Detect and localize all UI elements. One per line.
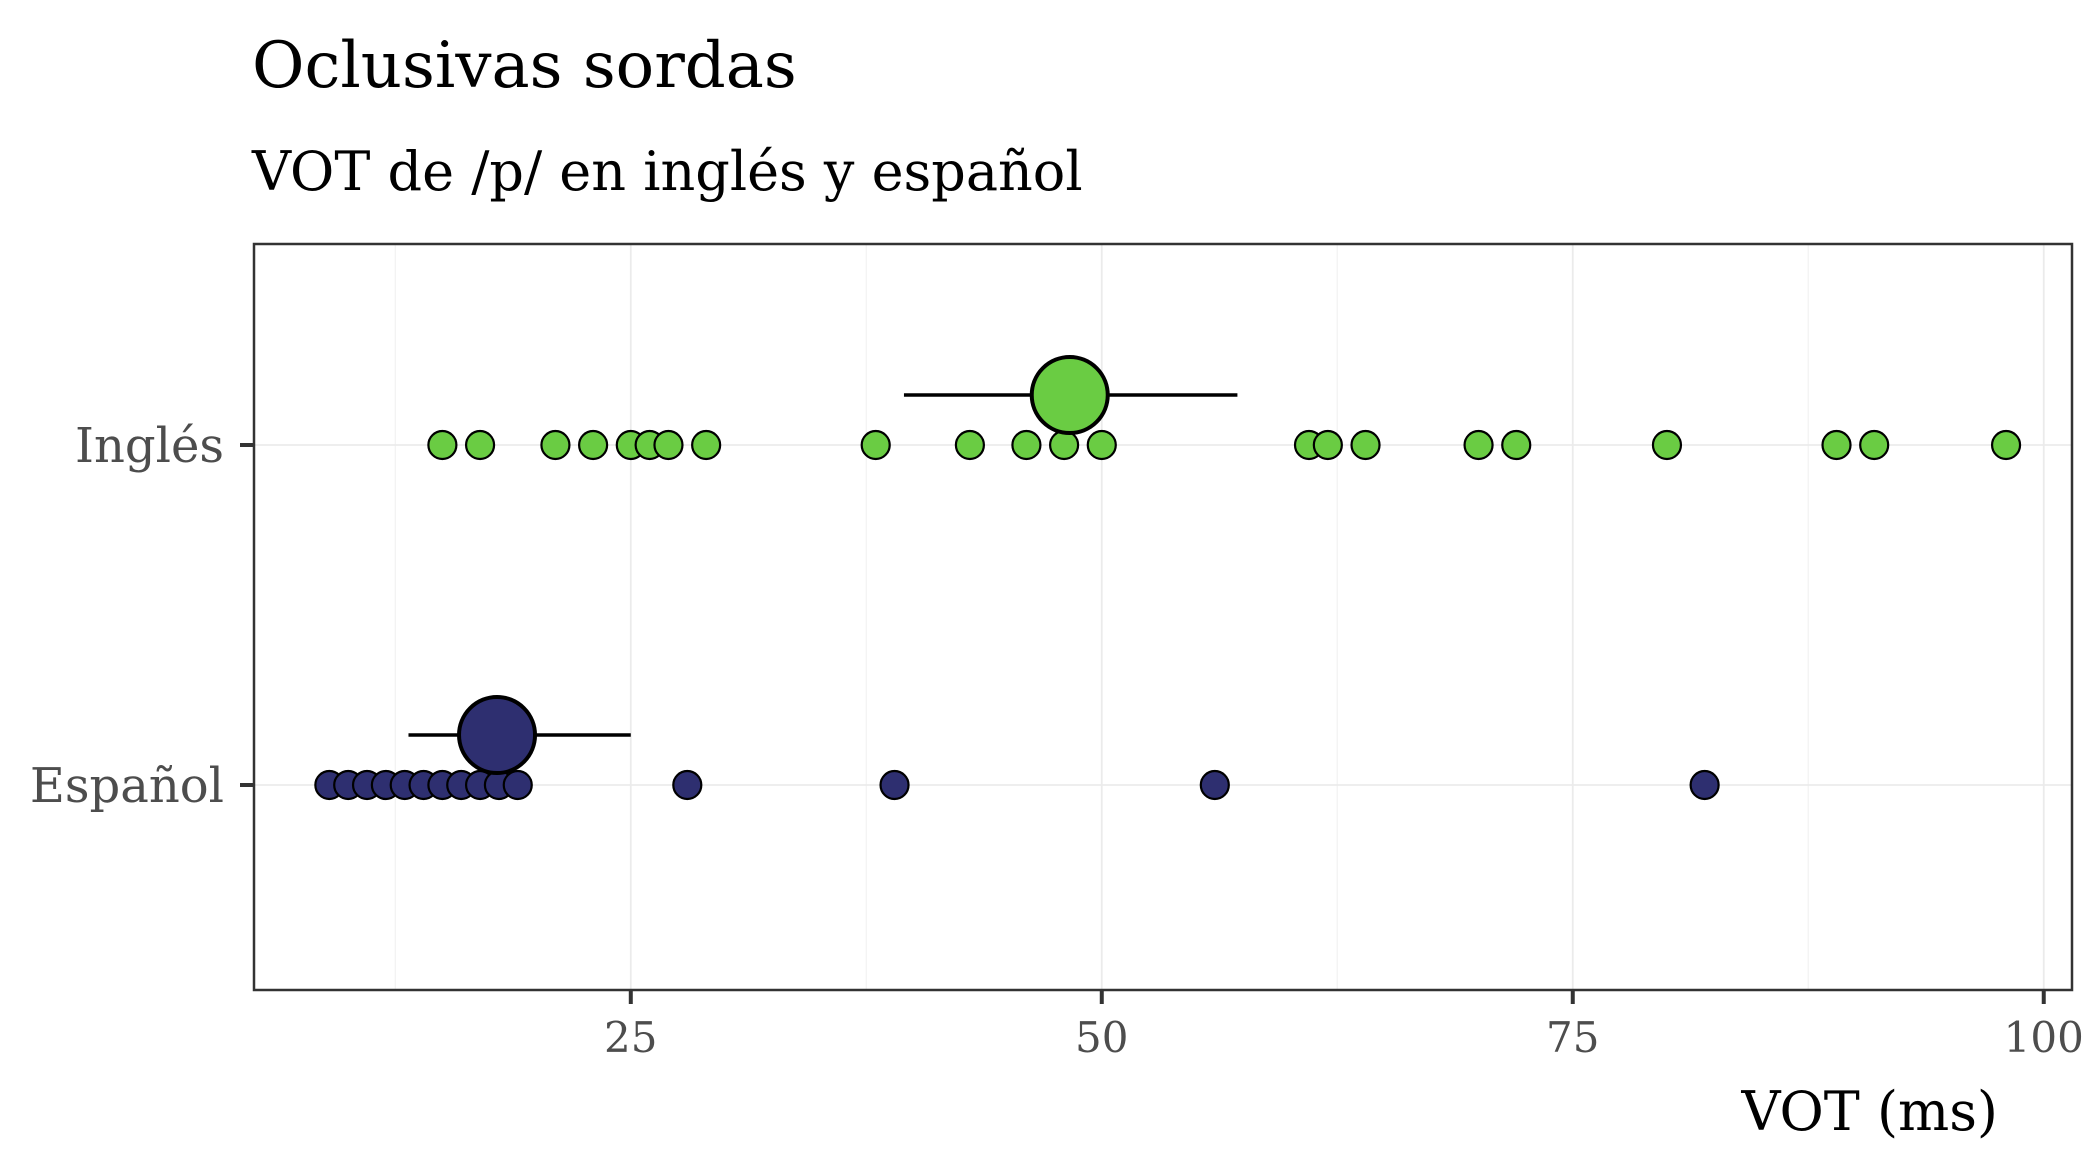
data-point (427, 429, 458, 461)
data-point (1199, 769, 1230, 801)
y-tick-label: Español (30, 758, 224, 814)
data-point (578, 429, 609, 461)
data-point (691, 429, 722, 461)
data-point (1859, 429, 1890, 461)
data-point (540, 429, 571, 461)
point-layer (314, 429, 2022, 801)
x-tick-label: 25 (604, 1013, 657, 1062)
data-point (1821, 429, 1852, 461)
plot-panel (254, 244, 2072, 990)
data-point (1990, 429, 2022, 461)
plot-panel-border (252, 242, 2074, 992)
x-tick-label: 50 (1075, 1013, 1128, 1062)
x-tick-label: 75 (1546, 1013, 1599, 1062)
data-point (1501, 429, 1532, 461)
data-point (860, 429, 891, 461)
grid-layer (254, 244, 2072, 990)
data-point (1350, 429, 1381, 461)
data-point (502, 769, 533, 801)
data-point (1312, 429, 1343, 461)
data-point (1689, 769, 1720, 801)
data-point (653, 429, 684, 461)
y-tick-label: Inglés (75, 418, 224, 474)
data-point (672, 769, 703, 801)
data-point (879, 769, 910, 801)
data-point (1463, 429, 1494, 461)
mean-point (457, 695, 538, 775)
mean-layer (457, 355, 1110, 775)
data-point (1048, 429, 1080, 461)
x-tick-label: 100 (2004, 1013, 2084, 1062)
mean-point (1029, 355, 1110, 435)
data-point (1011, 429, 1042, 461)
data-point (954, 429, 985, 461)
x-axis-title: VOT (ms) (1740, 1080, 1998, 1143)
chart-title: Oclusivas sordas (252, 29, 797, 103)
data-point (1086, 429, 1117, 461)
data-point (1651, 429, 1683, 461)
axis-layer: Inglés Español 25 50 75 100 (30, 418, 2084, 1062)
chart-subtitle: VOT de /p/ en inglés y español (251, 140, 1083, 203)
data-point (464, 429, 496, 461)
